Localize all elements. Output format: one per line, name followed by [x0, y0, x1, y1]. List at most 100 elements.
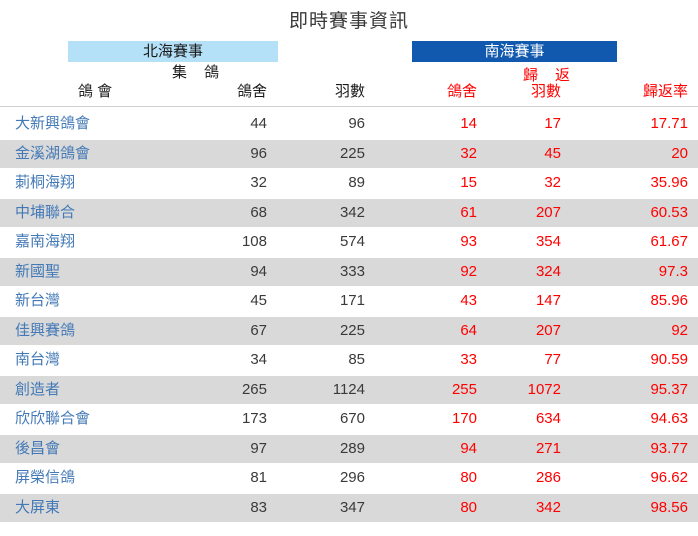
- col-header-north-birds: 羽數: [334, 83, 365, 100]
- north-birds-cell: 670: [339, 410, 365, 427]
- association-name-link[interactable]: 創造者: [15, 380, 61, 398]
- north-birds-cell: 85: [348, 351, 365, 368]
- table-row: 新台灣 45 171 43 147 85.96: [0, 287, 698, 316]
- north-birds-cell: 289: [339, 439, 365, 457]
- north-birds-cell: 1124: [332, 380, 365, 398]
- north-lofts-cell: 83: [250, 498, 267, 516]
- south-lofts-cell: 94: [460, 439, 477, 457]
- return-rate-cell: 92: [671, 321, 688, 339]
- association-name-link[interactable]: 新國聖: [15, 262, 61, 280]
- col-header-association: 鴿 會: [77, 83, 113, 100]
- return-rate-cell: 94.63: [650, 410, 688, 427]
- north-lofts-cell: 67: [250, 321, 267, 339]
- south-birds-cell: 271: [535, 439, 561, 457]
- north-lofts-cell: 108: [241, 233, 267, 250]
- south-lofts-cell: 61: [460, 203, 477, 221]
- north-lofts-cell: 32: [250, 174, 267, 191]
- return-rate-cell: 98.56: [650, 498, 688, 516]
- north-lofts-cell: 68: [250, 203, 267, 221]
- return-rate-cell: 60.53: [650, 203, 688, 221]
- south-birds-cell: 17: [544, 115, 561, 132]
- south-lofts-cell: 80: [460, 498, 477, 516]
- north-lofts-cell: 45: [250, 292, 267, 309]
- south-lofts-cell: 32: [460, 144, 477, 162]
- table-row: 創造者 265 1124 255 1072 95.37: [0, 375, 698, 404]
- south-birds-cell: 324: [535, 262, 561, 280]
- return-rate-cell: 17.71: [650, 115, 688, 132]
- association-name-link[interactable]: 大新興鴿會: [15, 115, 91, 132]
- column-header-row: 鴿 會 鴿舍 羽數 鴿舍 羽數 歸返率: [0, 82, 698, 102]
- north-lofts-cell: 94: [250, 262, 267, 280]
- association-name-link[interactable]: 欣欣聯合會: [15, 410, 91, 427]
- south-birds-cell: 147: [535, 292, 561, 309]
- south-lofts-cell: 14: [460, 115, 477, 132]
- association-name-link[interactable]: 屏榮信鴿: [15, 469, 76, 486]
- south-birds-cell: 207: [535, 321, 561, 339]
- south-birds-cell: 77: [544, 351, 561, 368]
- return-rate-cell: 97.3: [658, 262, 688, 280]
- south-birds-cell: 342: [535, 498, 561, 516]
- table-row: 後昌會 97 289 94 271 93.77: [0, 434, 698, 463]
- north-lofts-cell: 97: [250, 439, 267, 457]
- association-name-link[interactable]: 佳興賽鴿: [15, 321, 76, 339]
- table-row: 大屏東 83 347 80 342 98.56: [0, 493, 698, 522]
- north-lofts-cell: 96: [250, 144, 267, 162]
- association-name-link[interactable]: 後昌會: [15, 439, 61, 457]
- south-lofts-cell: 43: [460, 292, 477, 309]
- col-header-south-lofts: 鴿舍: [446, 83, 477, 100]
- north-race-banner: 北海賽事: [68, 41, 278, 62]
- north-birds-cell: 96: [348, 115, 365, 132]
- table-row: 嘉南海翔 108 574 93 354 61.67: [0, 228, 698, 257]
- association-name-link[interactable]: 莿桐海翔: [15, 174, 76, 191]
- table-row: 屏榮信鴿 81 296 80 286 96.62: [0, 464, 698, 493]
- association-name-link[interactable]: 南台灣: [15, 351, 61, 368]
- table-row: 南台灣 34 85 33 77 90.59: [0, 346, 698, 375]
- north-lofts-cell: 34: [250, 351, 267, 368]
- north-birds-cell: 333: [339, 262, 365, 280]
- south-race-banner-label: 南海賽事: [484, 43, 545, 60]
- north-birds-cell: 574: [339, 233, 365, 250]
- south-birds-cell: 45: [544, 144, 561, 162]
- south-lofts-cell: 92: [460, 262, 477, 280]
- south-birds-cell: 354: [535, 233, 561, 250]
- association-name-link[interactable]: 金溪湖鴿會: [15, 144, 91, 162]
- south-lofts-cell: 170: [451, 410, 477, 427]
- return-rate-cell: 95.37: [650, 380, 688, 398]
- north-collect-label: 集 鴿: [171, 64, 220, 81]
- north-lofts-cell: 44: [250, 115, 267, 132]
- south-return-label: 歸 返: [522, 67, 571, 84]
- table-row: 欣欣聯合會 173 670 170 634 94.63: [0, 405, 698, 434]
- south-birds-cell: 207: [535, 203, 561, 221]
- north-birds-cell: 171: [339, 292, 365, 309]
- association-name-link[interactable]: 大屏東: [15, 498, 61, 516]
- north-birds-cell: 342: [339, 203, 365, 221]
- page-title: 即時賽事資訊: [288, 11, 409, 32]
- south-lofts-cell: 64: [460, 321, 477, 339]
- north-birds-cell: 296: [339, 469, 365, 486]
- return-rate-cell: 90.59: [650, 351, 688, 368]
- association-name-link[interactable]: 嘉南海翔: [15, 233, 76, 250]
- south-birds-cell: 286: [535, 469, 561, 486]
- south-lofts-cell: 33: [460, 351, 477, 368]
- north-lofts-cell: 173: [241, 410, 267, 427]
- return-rate-cell: 20: [671, 144, 688, 162]
- association-name-link[interactable]: 中埔聯合: [15, 203, 76, 221]
- association-name-link[interactable]: 新台灣: [15, 292, 61, 309]
- north-lofts-cell: 265: [241, 380, 267, 398]
- north-birds-cell: 225: [339, 321, 365, 339]
- table-row: 佳興賽鴿 67 225 64 207 92: [0, 316, 698, 345]
- return-rate-cell: 93.77: [650, 439, 688, 457]
- table-row: 中埔聯合 68 342 61 207 60.53: [0, 198, 698, 227]
- race-table: 大新興鴿會 44 96 14 17 17.71 金溪湖鴿會 96 225 32 …: [0, 106, 698, 522]
- south-birds-cell: 634: [535, 410, 561, 427]
- col-header-return-rate: 歸返率: [642, 83, 688, 100]
- south-birds-cell: 1072: [527, 380, 561, 398]
- table-row: 大新興鴿會 44 96 14 17 17.71: [0, 110, 698, 139]
- table-row: 新國聖 94 333 92 324 97.3: [0, 257, 698, 286]
- north-race-banner-label: 北海賽事: [142, 43, 203, 60]
- col-header-north-lofts: 鴿舍: [236, 83, 267, 100]
- north-birds-cell: 347: [339, 498, 365, 516]
- south-lofts-cell: 15: [460, 174, 477, 191]
- south-birds-cell: 32: [544, 174, 561, 191]
